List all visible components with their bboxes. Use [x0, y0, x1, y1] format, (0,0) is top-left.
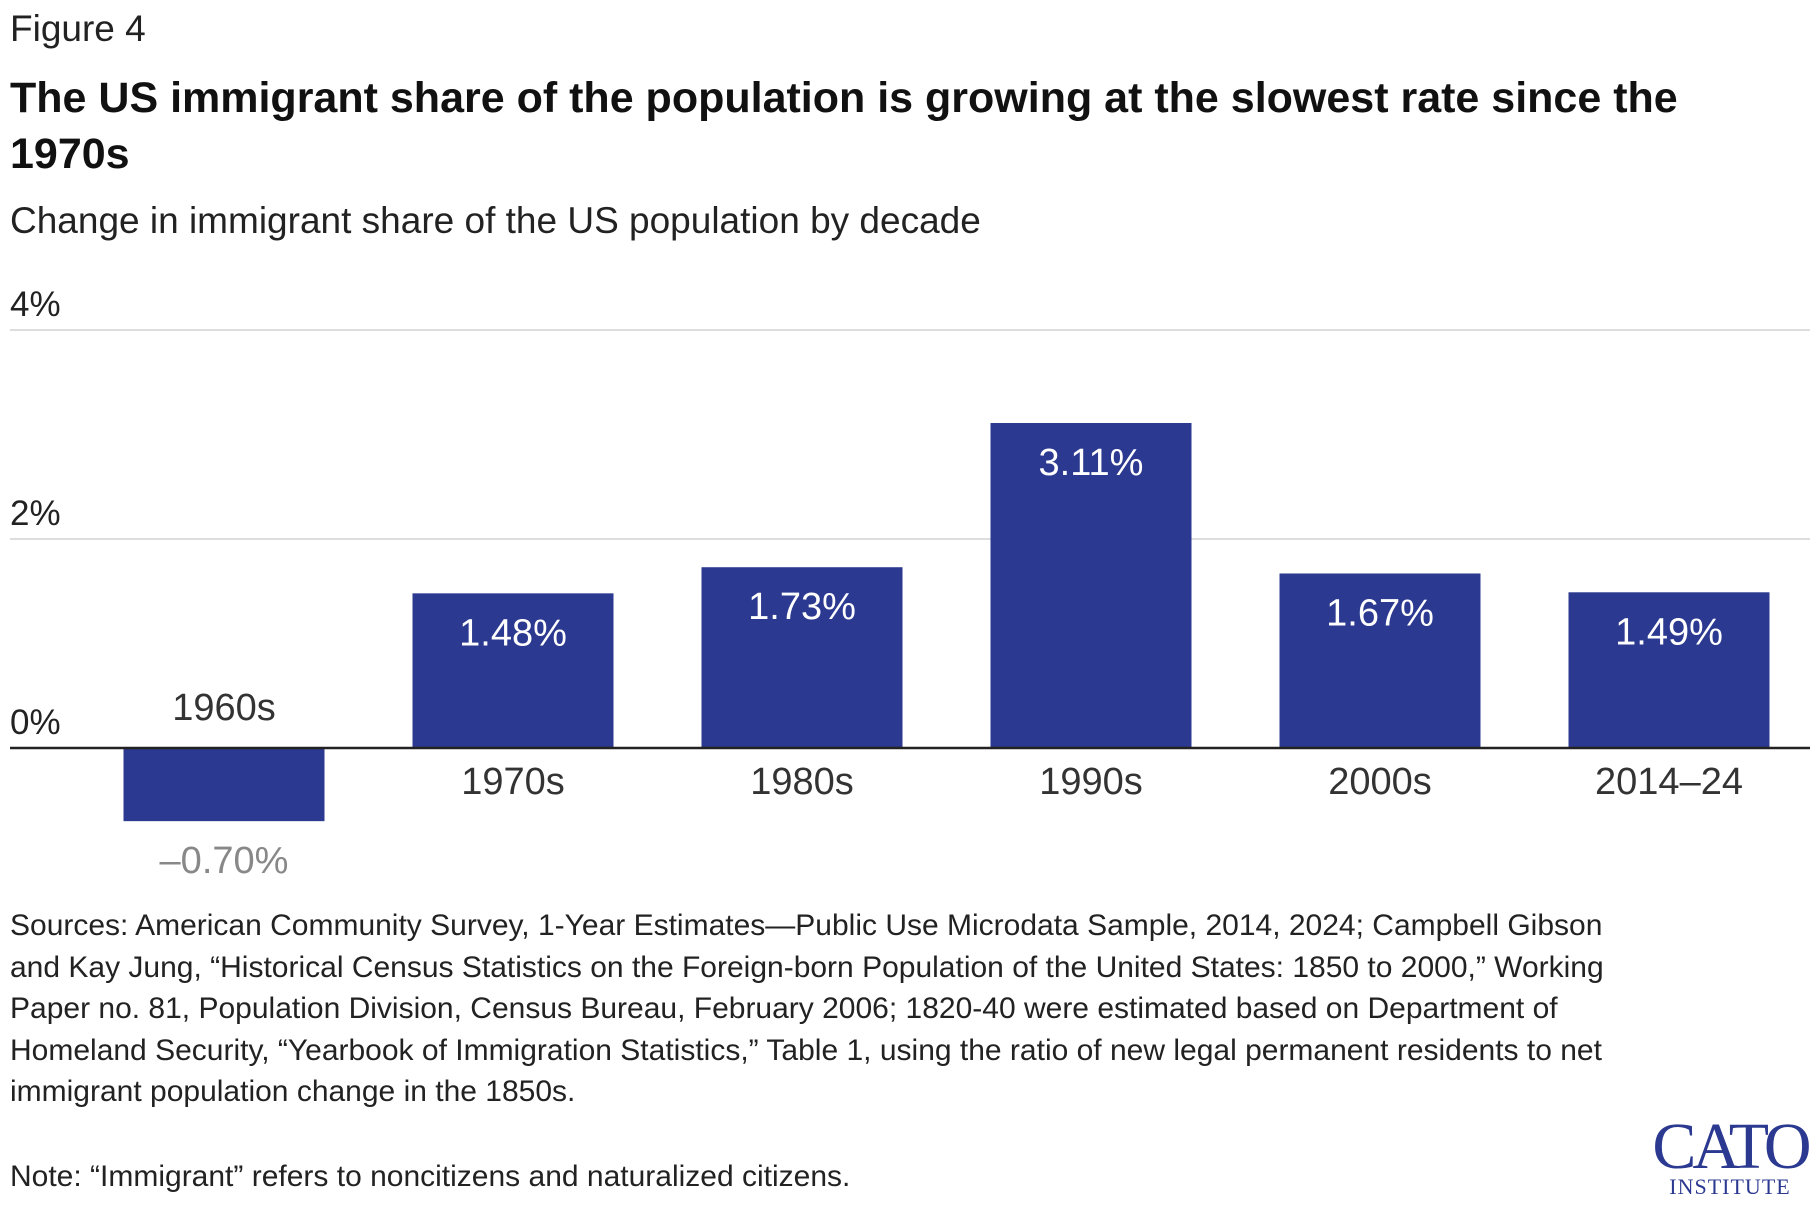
logo-sub-text: INSTITUTE [1669, 1174, 1791, 1199]
y-tick-label: 0% [10, 703, 61, 742]
category-label: 1980s [750, 761, 854, 803]
category-label: 2014–24 [1595, 761, 1743, 803]
labels: 0% 2% 4% 1960s –0.70% 1970s 1.48% 1980s 1.73% 199… [10, 285, 1743, 882]
note-text: Note: “Immigrant” refers to noncitizens … [10, 1160, 851, 1193]
category-label: 1970s [461, 761, 565, 803]
category-label: 1990s [1039, 761, 1143, 803]
bars [123, 423, 1770, 822]
value-label: –0.70% [160, 840, 289, 882]
value-label: 1.49% [1615, 611, 1723, 653]
bar-4 [1279, 573, 1481, 748]
bar-2 [701, 567, 903, 748]
value-label: 3.11% [1039, 442, 1144, 484]
category-label: 2000s [1328, 761, 1432, 803]
sources-text: Sources: American Community Survey, 1-Ye… [10, 909, 1604, 1108]
figure-label: Figure 4 [10, 8, 146, 49]
category-label: 1960s [172, 687, 276, 729]
value-label: 1.73% [748, 586, 856, 628]
value-label: 1.67% [1326, 592, 1434, 634]
y-tick-label: 4% [10, 285, 61, 324]
chart-subtitle: Change in immigrant share of the US popu… [10, 200, 981, 241]
bar-chart: 0% 2% 4% 1960s –0.70% 1970s 1.48% 1980s 1.73% 199… [10, 285, 1810, 882]
gridlines [10, 329, 1810, 540]
bar-3 [990, 423, 1192, 748]
y-tick-label: 2% [10, 494, 61, 533]
chart-title: The US immigrant share of the population… [10, 74, 1678, 178]
cato-logo: CATO INSTITUTE [1650, 1110, 1811, 1199]
logo-main-text: CATO [1652, 1110, 1811, 1183]
bar-1 [412, 593, 614, 748]
value-label: 1.48% [459, 612, 567, 654]
bar-0 [123, 748, 325, 822]
bar-5 [1568, 592, 1770, 748]
